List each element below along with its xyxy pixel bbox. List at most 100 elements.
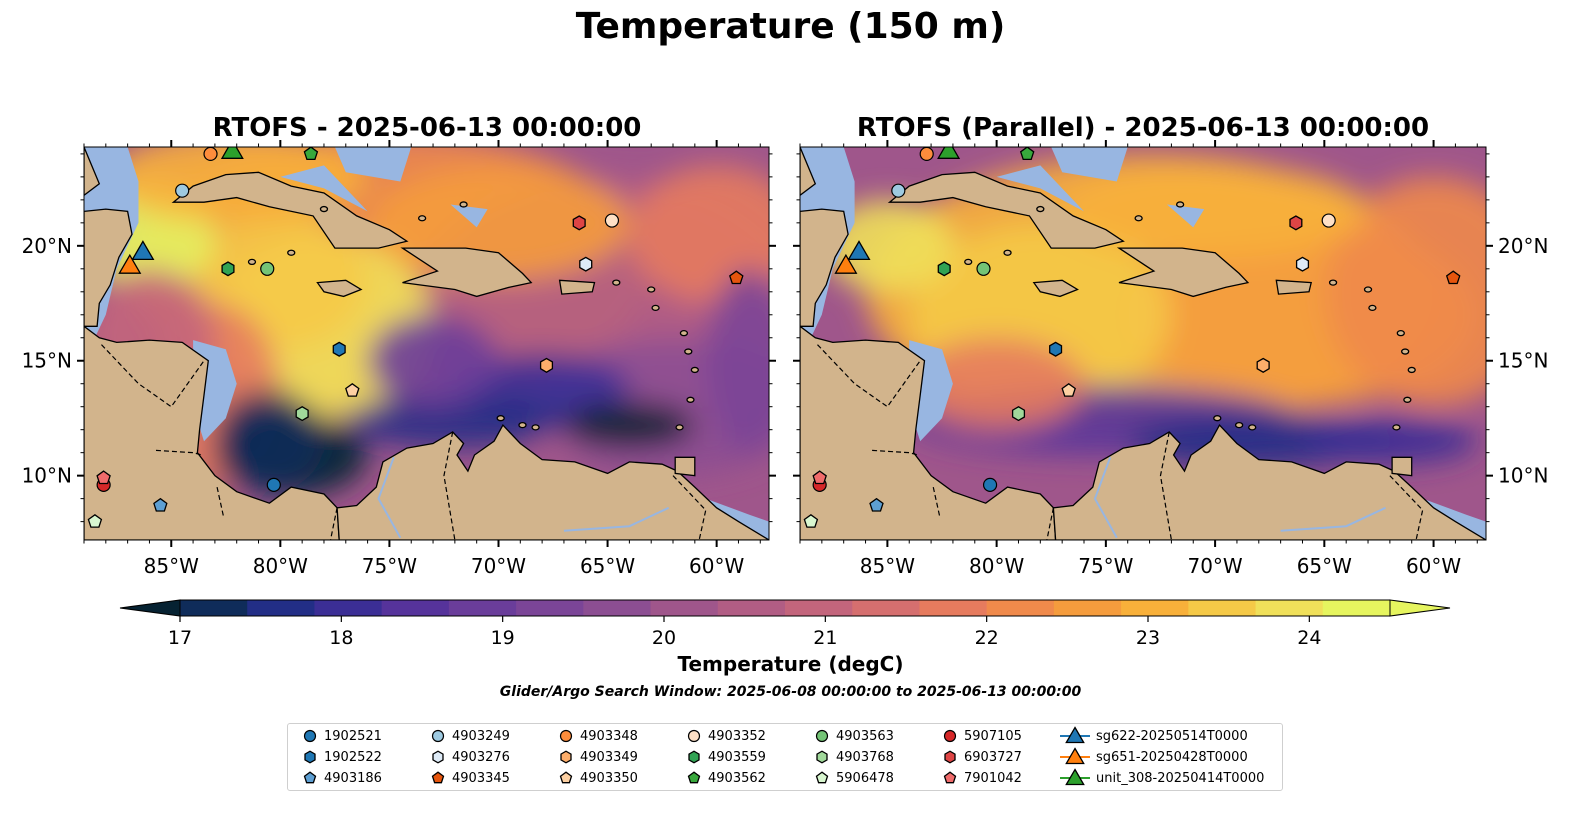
legend-item: sg622-20250514T0000 <box>1060 726 1248 746</box>
legend-marker-triangle <box>1060 768 1090 786</box>
island <box>1396 330 1405 337</box>
colorbar-tick-label: 21 <box>813 627 837 649</box>
glider-marker-unit_308-20250414T0000 <box>220 147 244 159</box>
legend-symbol <box>431 729 445 743</box>
legend-marker-triangle <box>1060 747 1090 765</box>
country-border <box>101 344 205 408</box>
float-marker-4903350 <box>1061 382 1076 397</box>
colorbar-tick-label: 23 <box>1136 627 1160 649</box>
legend-marker-hexagon <box>304 750 316 764</box>
legend-item: 4903276 <box>430 747 510 767</box>
land <box>558 279 596 295</box>
float-marker-4903349 <box>539 357 554 373</box>
river <box>377 456 402 539</box>
country-border <box>817 344 921 408</box>
legend-item: 1902522 <box>302 747 382 767</box>
colorbar-max-extension <box>1389 599 1451 617</box>
land <box>800 147 817 197</box>
colorbar-tick-label: 20 <box>652 627 676 649</box>
float-marker-5906478 <box>87 513 103 528</box>
glider-marker-sg622-20250514T0000 <box>847 240 871 261</box>
island <box>417 215 427 222</box>
colorbar-tick-label: 18 <box>329 627 353 649</box>
colorbar-segment <box>314 600 383 616</box>
legend-symbol <box>815 771 829 784</box>
country-border <box>443 431 456 540</box>
shallow-shelf <box>1051 147 1128 182</box>
colorbar: 17 18 19 20 21 22 23 24 <box>119 599 1451 649</box>
island <box>1328 279 1338 286</box>
float-marker-4903350 <box>345 382 360 397</box>
island <box>1368 304 1377 312</box>
land <box>1391 456 1413 477</box>
legend-marker-hexagon <box>432 750 444 764</box>
map-content <box>84 147 769 540</box>
legend-item: 4903350 <box>558 768 638 788</box>
legend-label: 1902522 <box>324 749 382 765</box>
float-marker-4903249 <box>175 183 190 198</box>
lon-tick-label: 70°W <box>1187 554 1242 578</box>
legend-item: 4903345 <box>430 768 510 788</box>
lon-tick-label: 85°W <box>860 554 915 578</box>
colorbar-min-extension <box>119 599 181 617</box>
glider-marker-sg651-20250428T0000 <box>834 253 858 274</box>
legend-item: 1902521 <box>302 726 382 746</box>
shallow-shelf <box>280 165 368 212</box>
island <box>647 286 656 293</box>
temperature-patch <box>821 199 953 292</box>
legend-symbol <box>304 750 316 764</box>
colorbar-frame <box>179 599 1391 617</box>
island <box>675 424 684 431</box>
legend-item: sg651-20250428T0000 <box>1060 747 1248 767</box>
colorbar-segment <box>1121 600 1189 616</box>
temperature-patch <box>214 390 324 492</box>
island <box>531 424 540 431</box>
legend-label: 5906478 <box>836 770 894 786</box>
country-border <box>329 507 338 540</box>
legend-label: 4903350 <box>580 770 638 786</box>
shallow-shelf <box>996 165 1084 212</box>
colorbar-tick-label: 22 <box>975 627 999 649</box>
search-window-note: Glider/Argo Search Window: 2025-06-08 00… <box>499 684 1082 700</box>
legend-symbol <box>688 750 700 764</box>
lon-tick-label: 75°W <box>1078 554 1133 578</box>
legend-marker-circle <box>943 729 957 743</box>
left-panel-title: RTOFS - 2025-06-13 00:00:00 <box>212 113 642 143</box>
colorbar-segment <box>1053 600 1122 616</box>
legend-item: unit_308-20250414T0000 <box>1060 768 1264 788</box>
float-marker-5906478 <box>803 513 819 528</box>
island <box>684 348 693 355</box>
legend-label: 4903768 <box>836 749 894 765</box>
temperature-patch <box>705 268 769 453</box>
legend-marker-hexagon <box>816 750 828 764</box>
legend-label: 4903345 <box>452 770 510 786</box>
float-marker-4903352 <box>604 213 620 228</box>
float-marker-4903563 <box>260 261 275 276</box>
legend-symbol <box>687 771 701 784</box>
legend-label: 5907105 <box>964 728 1022 744</box>
island <box>1248 424 1257 431</box>
legend-item: 6903727 <box>942 747 1022 767</box>
float-marker-4903348 <box>203 147 218 161</box>
right-map-panel: 85°W 80°W 75°W 70°W 65°W 60°W 10°N 15°N 20°N <box>793 140 1548 578</box>
temperature-patch <box>1062 165 1369 258</box>
colorbar-segment <box>650 600 719 616</box>
legend-label: 4903352 <box>708 728 766 744</box>
float-marker-4903562 <box>1019 147 1035 161</box>
map-frame <box>83 146 770 541</box>
float-marker-4903563 <box>976 261 991 276</box>
glider-marker-unit_308-20250414T0000 <box>937 147 961 159</box>
legend-item: 4903349 <box>558 747 638 767</box>
colorbar-segment <box>516 600 584 616</box>
land <box>400 247 533 298</box>
float-marker-4903276 <box>579 256 593 272</box>
colorbar-segment <box>717 600 786 616</box>
island <box>1401 348 1410 355</box>
lon-tick-label: 60°W <box>1406 554 1461 578</box>
legend-marker-pentagon <box>303 771 317 784</box>
legend-marker-pentagon <box>431 771 445 784</box>
legend-symbol <box>559 729 573 743</box>
float-marker-6903727 <box>572 215 586 231</box>
lon-tick-label: 65°W <box>580 554 635 578</box>
